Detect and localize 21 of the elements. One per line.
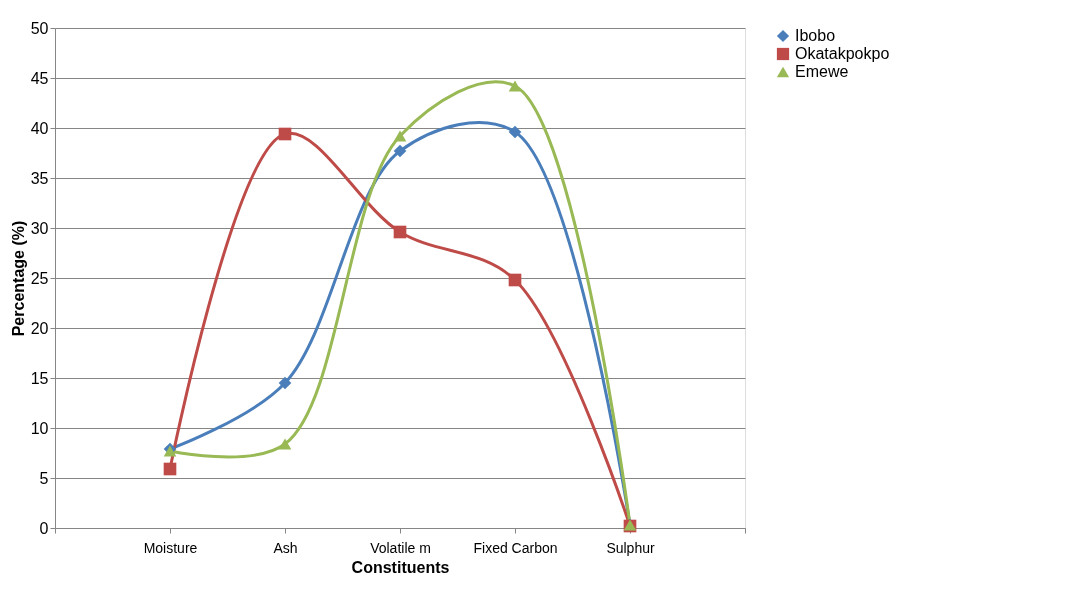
y-tick-label: 40 xyxy=(30,119,49,137)
y-tick-label: 35 xyxy=(30,169,49,187)
y-tick-label: 0 xyxy=(39,519,49,537)
y-axis-title: Percentage (%) xyxy=(9,220,27,337)
y-tick-label: 30 xyxy=(30,219,49,237)
legend-label: Ibobo xyxy=(795,27,836,44)
y-tick-label: 50 xyxy=(30,19,49,37)
legend-label: Emewe xyxy=(795,63,849,80)
y-tick-label: 10 xyxy=(30,419,49,437)
y-tick-label: 5 xyxy=(39,469,49,487)
x-tick-label: Sulphur xyxy=(606,539,655,556)
y-tick-label: 15 xyxy=(30,369,49,387)
y-tick-label: 25 xyxy=(30,269,49,287)
y-tick-label: 45 xyxy=(30,69,49,87)
x-tick-label: Fixed Carbon xyxy=(473,539,558,556)
x-tick-label: Moisture xyxy=(143,539,198,556)
y-tick-label: 20 xyxy=(30,319,49,337)
legend-label: Okatakpokpo xyxy=(795,45,890,62)
x-tick-label: Volatile m xyxy=(370,539,431,556)
x-tick-label: Ash xyxy=(273,539,298,556)
x-axis-title: Constituents xyxy=(351,558,450,576)
